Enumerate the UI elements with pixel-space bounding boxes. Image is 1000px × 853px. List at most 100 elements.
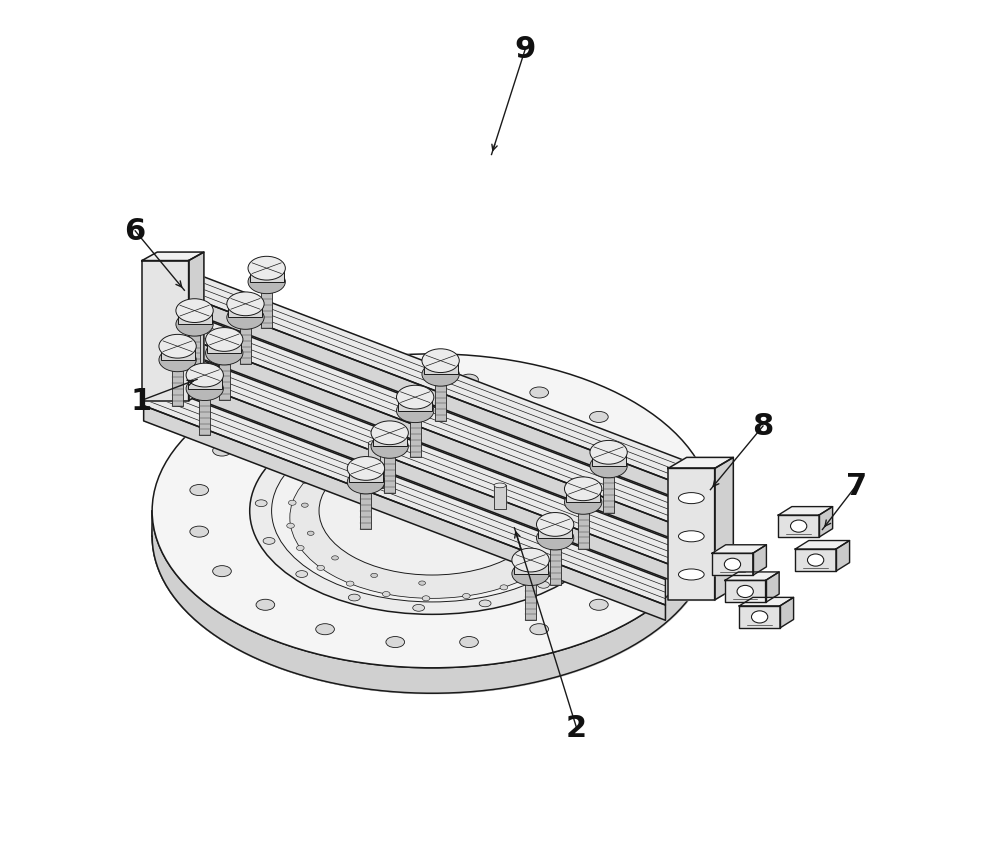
Bar bbox=[360, 483, 371, 529]
Ellipse shape bbox=[557, 444, 568, 451]
Ellipse shape bbox=[389, 440, 396, 444]
Ellipse shape bbox=[206, 342, 243, 365]
Ellipse shape bbox=[288, 501, 296, 506]
Bar bbox=[603, 467, 614, 513]
Text: 7: 7 bbox=[846, 472, 867, 501]
Ellipse shape bbox=[152, 355, 712, 668]
Bar bbox=[424, 362, 458, 374]
Polygon shape bbox=[778, 507, 833, 515]
Ellipse shape bbox=[413, 605, 425, 612]
Bar bbox=[525, 574, 536, 621]
Ellipse shape bbox=[315, 434, 327, 441]
Ellipse shape bbox=[316, 387, 334, 398]
Polygon shape bbox=[178, 335, 699, 549]
Polygon shape bbox=[766, 572, 779, 603]
Bar bbox=[373, 433, 407, 447]
Ellipse shape bbox=[346, 454, 353, 458]
Ellipse shape bbox=[152, 380, 712, 693]
Ellipse shape bbox=[296, 546, 304, 551]
Ellipse shape bbox=[737, 586, 753, 598]
Ellipse shape bbox=[560, 485, 568, 490]
Ellipse shape bbox=[373, 415, 385, 422]
Bar bbox=[207, 340, 241, 354]
Ellipse shape bbox=[347, 471, 385, 494]
Polygon shape bbox=[780, 598, 794, 628]
Ellipse shape bbox=[394, 438, 402, 443]
Ellipse shape bbox=[791, 520, 807, 532]
Polygon shape bbox=[161, 370, 682, 585]
Ellipse shape bbox=[348, 595, 360, 601]
Ellipse shape bbox=[248, 257, 285, 281]
Ellipse shape bbox=[256, 412, 275, 423]
Polygon shape bbox=[668, 469, 715, 601]
Ellipse shape bbox=[176, 299, 213, 323]
Polygon shape bbox=[144, 380, 665, 606]
Bar bbox=[410, 411, 421, 458]
Bar bbox=[592, 453, 626, 467]
Bar bbox=[178, 311, 212, 325]
Ellipse shape bbox=[248, 270, 285, 294]
Text: 1: 1 bbox=[130, 386, 152, 415]
Ellipse shape bbox=[371, 462, 383, 467]
Ellipse shape bbox=[724, 559, 741, 571]
Ellipse shape bbox=[419, 581, 425, 585]
Text: 6: 6 bbox=[125, 218, 146, 246]
Ellipse shape bbox=[532, 571, 539, 576]
Ellipse shape bbox=[206, 328, 243, 352]
Polygon shape bbox=[178, 310, 699, 534]
Ellipse shape bbox=[159, 335, 196, 359]
Ellipse shape bbox=[382, 592, 390, 597]
Polygon shape bbox=[725, 572, 779, 581]
Ellipse shape bbox=[656, 485, 674, 496]
Bar bbox=[199, 389, 210, 436]
Ellipse shape bbox=[751, 611, 768, 624]
Ellipse shape bbox=[589, 478, 601, 485]
Ellipse shape bbox=[213, 445, 231, 456]
Ellipse shape bbox=[263, 538, 275, 545]
Ellipse shape bbox=[319, 447, 545, 575]
Text: 8: 8 bbox=[752, 412, 774, 441]
Polygon shape bbox=[725, 581, 766, 603]
Ellipse shape bbox=[347, 457, 385, 481]
Ellipse shape bbox=[479, 601, 491, 607]
Ellipse shape bbox=[316, 624, 334, 635]
Ellipse shape bbox=[590, 412, 608, 423]
Ellipse shape bbox=[301, 503, 308, 508]
Ellipse shape bbox=[302, 479, 309, 484]
Ellipse shape bbox=[250, 408, 615, 615]
Ellipse shape bbox=[227, 293, 264, 316]
Bar bbox=[578, 502, 589, 549]
Ellipse shape bbox=[386, 374, 405, 386]
Ellipse shape bbox=[290, 438, 574, 599]
Ellipse shape bbox=[273, 464, 285, 471]
Ellipse shape bbox=[678, 493, 704, 504]
Ellipse shape bbox=[368, 441, 380, 446]
Polygon shape bbox=[195, 299, 716, 514]
Ellipse shape bbox=[590, 455, 627, 479]
Polygon shape bbox=[836, 541, 850, 572]
Ellipse shape bbox=[317, 566, 325, 571]
Ellipse shape bbox=[678, 531, 704, 543]
Polygon shape bbox=[189, 252, 204, 401]
Bar bbox=[538, 525, 572, 538]
Polygon shape bbox=[142, 261, 189, 401]
Ellipse shape bbox=[386, 637, 405, 647]
Ellipse shape bbox=[422, 596, 430, 601]
Ellipse shape bbox=[500, 585, 508, 590]
Ellipse shape bbox=[555, 552, 563, 557]
Bar bbox=[349, 469, 383, 483]
Ellipse shape bbox=[590, 441, 627, 465]
Ellipse shape bbox=[474, 439, 482, 444]
Polygon shape bbox=[795, 549, 836, 572]
Polygon shape bbox=[795, 541, 850, 549]
Ellipse shape bbox=[371, 435, 408, 459]
Ellipse shape bbox=[325, 460, 333, 465]
Ellipse shape bbox=[332, 556, 338, 560]
Ellipse shape bbox=[396, 399, 434, 423]
Ellipse shape bbox=[530, 624, 549, 635]
Polygon shape bbox=[712, 545, 766, 554]
Ellipse shape bbox=[371, 573, 378, 577]
Ellipse shape bbox=[504, 421, 516, 428]
Bar bbox=[172, 361, 183, 407]
Polygon shape bbox=[195, 274, 716, 498]
